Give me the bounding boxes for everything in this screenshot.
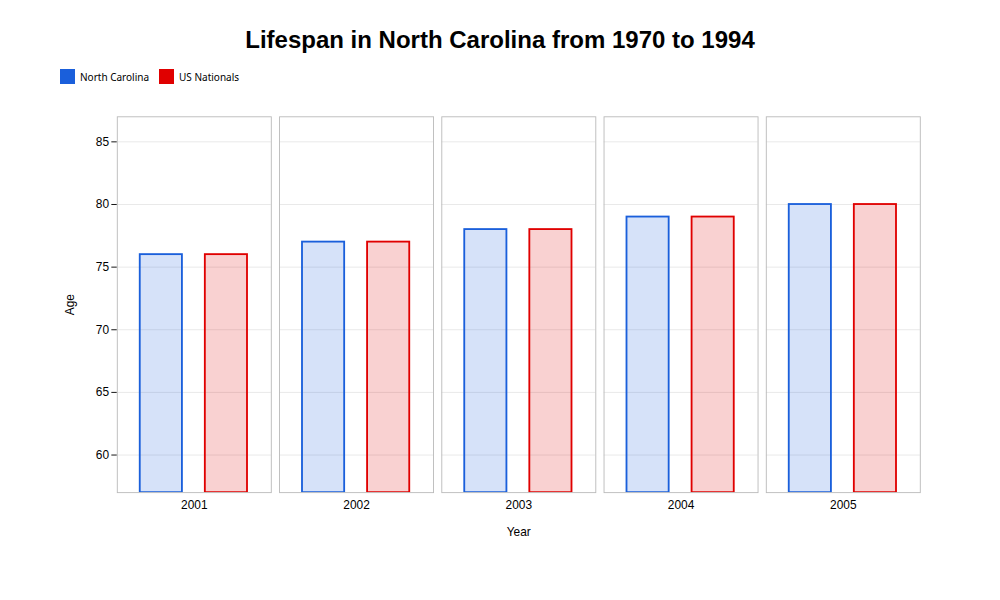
svg-text:80: 80 [96,197,110,211]
svg-text:2002: 2002 [343,498,370,512]
html-text:US Nationals: US Nationals [179,69,239,84]
svg-text:2005: 2005 [830,498,857,512]
svg-text:65: 65 [96,385,110,399]
svg-text:2004: 2004 [668,498,695,512]
svg-text:70: 70 [96,323,110,337]
svg-text:2003: 2003 [506,498,533,512]
svg-text:75: 75 [96,260,110,274]
svg-text:85: 85 [96,135,110,149]
svg-text:60: 60 [96,448,110,462]
svg-text:2001: 2001 [181,498,208,512]
html-text:Lifespan in North Carolina fro: Lifespan in North Carolina from 1970 to … [245,26,755,53]
html-text:North Carolina: North Carolina [80,69,149,84]
svg-text:Year: Year [507,525,531,538]
svg-text:Age: Age [63,294,77,316]
